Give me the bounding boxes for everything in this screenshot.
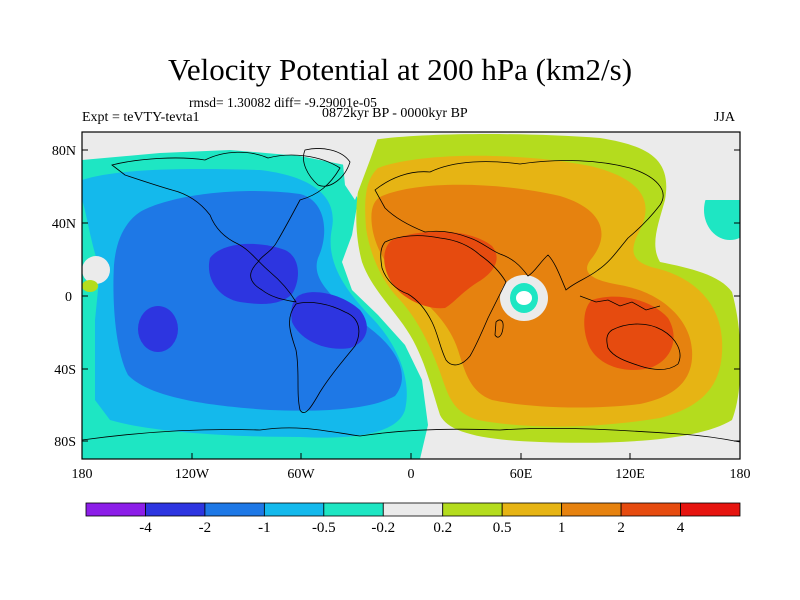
lat-label-40s: 40S xyxy=(54,363,76,378)
coast-australia xyxy=(606,323,681,370)
lon-label-60w: 60W xyxy=(287,467,315,482)
coast-madagascar xyxy=(494,319,504,338)
colorbar-box xyxy=(323,502,384,517)
coast-greenland xyxy=(303,148,351,187)
contour-neg-2c xyxy=(138,306,178,352)
colorbar-label: -4 xyxy=(139,520,152,536)
colorbar-label: -0.5 xyxy=(311,520,336,536)
season-label: JJA xyxy=(714,110,736,125)
colorbar-box xyxy=(561,502,622,517)
colorbar-label: 1 xyxy=(557,520,566,536)
colorbar-label: 4 xyxy=(676,520,685,536)
colorbar-label: -0.2 xyxy=(371,520,396,536)
map-title: Velocity Potential at 200 hPa (km2/s) xyxy=(167,52,633,87)
contour-pos-west-patch xyxy=(82,280,98,292)
lon-label-0: 0 xyxy=(408,467,415,482)
tick-labels: 80N 40N 0 40S 80S 180 120W 60W 0 60E 120… xyxy=(52,144,751,482)
rmsd-diff-stats: rmsd= 1.30082 diff= -9.29001e-05 xyxy=(189,95,377,110)
colorbar-box xyxy=(442,502,503,517)
colorbar-box xyxy=(263,502,325,517)
colorbar-box xyxy=(620,502,681,517)
lat-label-80n: 80N xyxy=(52,144,76,159)
coastlines xyxy=(82,148,740,443)
coast-africa xyxy=(380,235,507,366)
lat-label-0: 0 xyxy=(65,290,72,305)
coast-europe-asia xyxy=(374,160,664,291)
coast-south-america xyxy=(289,302,360,413)
lon-label-60e: 60E xyxy=(510,467,533,482)
lon-label-120e: 120E xyxy=(615,467,645,482)
lon-label-180w: 180 xyxy=(72,467,93,482)
colorbar-box xyxy=(145,502,206,517)
colorbar-label: 0.2 xyxy=(433,520,453,536)
colorbar xyxy=(85,502,741,517)
lat-label-80s: 80S xyxy=(54,435,76,450)
colorbar-label: -1 xyxy=(258,520,271,536)
colorbar-box xyxy=(680,502,741,517)
experiment-label: Expt = teVTY-tevta1 xyxy=(82,110,200,125)
coast-north-america xyxy=(111,151,341,303)
period-label: 0872kyr BP - 0000kyr BP xyxy=(322,106,468,121)
colorbar-label: 0.5 xyxy=(492,520,512,536)
contour-neg-2b xyxy=(291,292,367,349)
contour-hole-white xyxy=(516,291,532,305)
lon-label-180e: 180 xyxy=(730,467,751,482)
coast-antarctica xyxy=(82,427,740,443)
lat-ticks xyxy=(82,149,740,442)
colorbar-box xyxy=(204,502,265,517)
lon-ticks xyxy=(81,453,741,459)
colorbar-box xyxy=(501,502,563,517)
colorbar-label: -2 xyxy=(198,520,212,536)
contour-near-zero-west-patch xyxy=(82,256,110,284)
coast-indonesia xyxy=(579,295,661,311)
colorbar-label: 2 xyxy=(617,520,625,536)
lat-label-40n: 40N xyxy=(52,217,76,232)
colorbar-box xyxy=(382,502,444,517)
contour-arctic-near-zero xyxy=(340,132,380,200)
contour-pos-2b xyxy=(584,296,674,370)
contour-pos-2 xyxy=(384,231,497,309)
colorbar-box xyxy=(85,502,146,517)
contour-east-arctic xyxy=(640,132,740,200)
contour-neg-2 xyxy=(208,243,298,304)
lon-label-120w: 120W xyxy=(175,467,210,482)
